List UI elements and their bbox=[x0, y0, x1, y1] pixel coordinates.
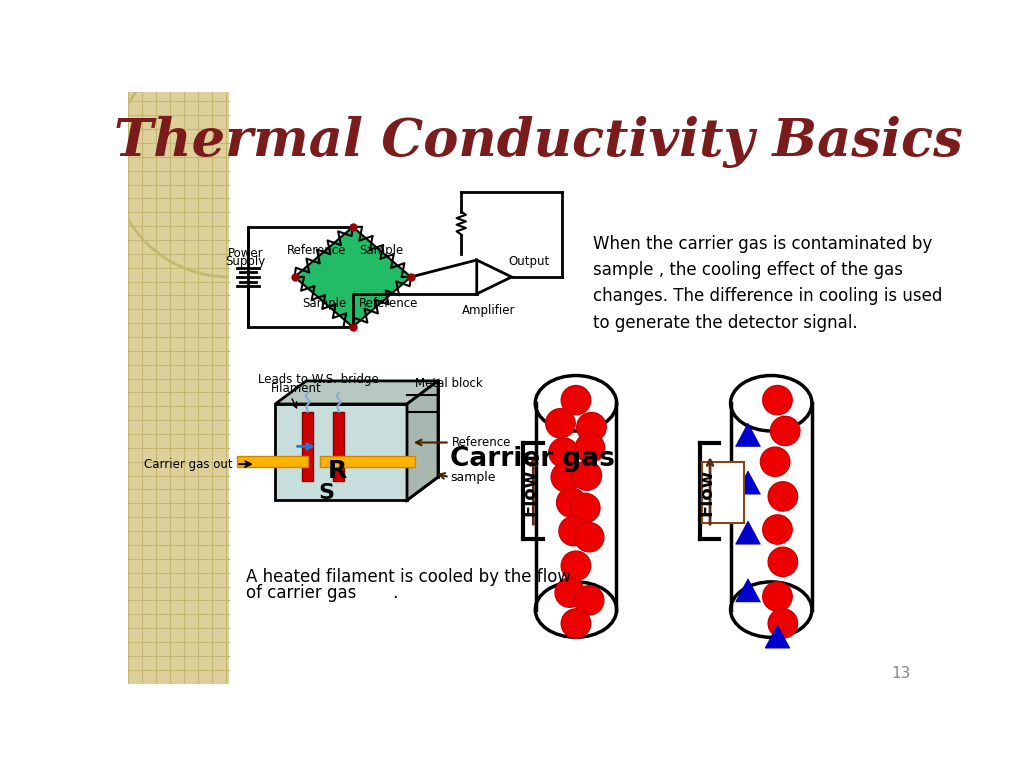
Text: Carrier gas out: Carrier gas out bbox=[144, 458, 232, 471]
Circle shape bbox=[561, 551, 591, 581]
Text: A heated filament is cooled by the flow: A heated filament is cooled by the flow bbox=[246, 568, 570, 586]
Circle shape bbox=[768, 548, 798, 577]
Text: Power: Power bbox=[228, 247, 263, 260]
Bar bbox=[334, 412, 344, 481]
Bar bbox=[321, 455, 415, 467]
Circle shape bbox=[551, 462, 581, 492]
Text: of carrier gas       .: of carrier gas . bbox=[246, 584, 398, 601]
Circle shape bbox=[768, 482, 798, 511]
Circle shape bbox=[763, 386, 793, 415]
Text: Leads to W.S. bridge: Leads to W.S. bridge bbox=[257, 373, 378, 386]
Bar bbox=[302, 412, 313, 481]
Circle shape bbox=[574, 586, 604, 615]
Circle shape bbox=[770, 416, 800, 445]
Polygon shape bbox=[735, 471, 761, 494]
Text: Sample: Sample bbox=[302, 296, 346, 310]
Circle shape bbox=[572, 461, 601, 490]
Text: When the carrier gas is contaminated by
sample , the cooling effect of the gas
c: When the carrier gas is contaminated by … bbox=[593, 234, 942, 332]
Text: Supply: Supply bbox=[225, 255, 266, 268]
Circle shape bbox=[761, 447, 790, 476]
Circle shape bbox=[559, 516, 589, 546]
Bar bbox=[536, 403, 617, 610]
Text: Thermal Conductivity Basics: Thermal Conductivity Basics bbox=[115, 116, 964, 168]
Text: Metal block: Metal block bbox=[415, 377, 482, 390]
Circle shape bbox=[763, 515, 793, 545]
Polygon shape bbox=[735, 423, 761, 446]
Circle shape bbox=[577, 412, 606, 442]
Ellipse shape bbox=[730, 582, 812, 637]
Ellipse shape bbox=[730, 376, 812, 431]
Circle shape bbox=[561, 609, 591, 638]
Circle shape bbox=[557, 488, 586, 517]
Polygon shape bbox=[735, 579, 761, 602]
Text: Reference: Reference bbox=[287, 244, 346, 257]
Text: Output: Output bbox=[509, 255, 550, 268]
Bar bbox=[701, 462, 744, 523]
Text: 13: 13 bbox=[891, 666, 910, 681]
Polygon shape bbox=[275, 404, 407, 500]
Polygon shape bbox=[237, 192, 593, 377]
Text: sample: sample bbox=[451, 471, 496, 484]
Circle shape bbox=[546, 409, 575, 438]
Text: Flow: Flow bbox=[520, 469, 539, 516]
Circle shape bbox=[763, 582, 793, 611]
Circle shape bbox=[575, 433, 604, 462]
Text: S: S bbox=[318, 482, 335, 502]
Ellipse shape bbox=[536, 582, 616, 637]
Text: R: R bbox=[328, 459, 347, 483]
Circle shape bbox=[570, 493, 600, 522]
Circle shape bbox=[561, 386, 591, 415]
Polygon shape bbox=[128, 92, 228, 684]
Circle shape bbox=[768, 609, 798, 638]
Bar bbox=[731, 403, 812, 610]
Text: Flow: Flow bbox=[697, 469, 715, 516]
Polygon shape bbox=[765, 625, 790, 648]
Polygon shape bbox=[295, 227, 411, 327]
Text: Filament: Filament bbox=[271, 382, 323, 395]
Text: Sample: Sample bbox=[359, 244, 403, 257]
Ellipse shape bbox=[536, 376, 616, 431]
Text: Amplifier: Amplifier bbox=[462, 304, 515, 317]
Text: Reference: Reference bbox=[359, 296, 419, 310]
Polygon shape bbox=[735, 521, 761, 545]
Bar bbox=[237, 455, 308, 467]
Circle shape bbox=[574, 522, 604, 552]
Polygon shape bbox=[275, 381, 438, 404]
Circle shape bbox=[549, 438, 579, 467]
Polygon shape bbox=[407, 381, 438, 500]
Circle shape bbox=[555, 578, 585, 607]
Polygon shape bbox=[477, 260, 512, 294]
Text: Reference: Reference bbox=[452, 436, 511, 449]
Text: Carrier gas: Carrier gas bbox=[450, 445, 614, 472]
